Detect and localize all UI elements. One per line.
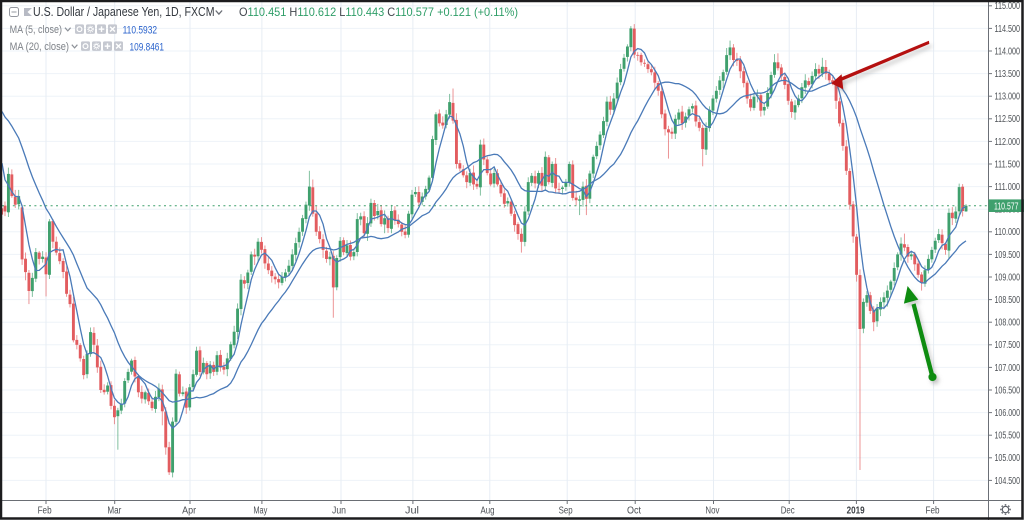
svg-text:104.500: 104.500 [995, 476, 1021, 487]
svg-text:110.577: 110.577 [994, 201, 1019, 212]
svg-text:105.000: 105.000 [995, 453, 1021, 464]
svg-text:114.000: 114.000 [995, 46, 1021, 57]
svg-text:Sep: Sep [559, 506, 573, 517]
svg-text:Jun: Jun [332, 506, 346, 517]
svg-text:109.8461: 109.8461 [130, 41, 165, 53]
svg-text:110.000: 110.000 [995, 227, 1021, 238]
svg-text:Mar: Mar [107, 506, 122, 517]
svg-text:113.000: 113.000 [995, 92, 1021, 103]
svg-text:Jul: Jul [405, 506, 419, 517]
svg-text:Nov: Nov [705, 506, 719, 517]
svg-text:MA (20, close): MA (20, close) [10, 41, 69, 53]
svg-text:113.500: 113.500 [995, 69, 1021, 80]
svg-text:Aug: Aug [481, 506, 495, 517]
svg-text:111.000: 111.000 [995, 182, 1021, 193]
svg-text:Oct: Oct [627, 506, 641, 517]
svg-text:109.500: 109.500 [995, 250, 1021, 261]
svg-text:108.500: 108.500 [995, 295, 1021, 306]
svg-text:109.000: 109.000 [995, 272, 1021, 283]
svg-text:106.500: 106.500 [995, 385, 1021, 396]
svg-text:May: May [253, 506, 267, 517]
svg-text:Apr: Apr [182, 506, 197, 517]
svg-text:107.500: 107.500 [995, 340, 1021, 351]
svg-text:112.000: 112.000 [995, 137, 1021, 148]
svg-text:108.000: 108.000 [995, 318, 1021, 329]
svg-text:114.500: 114.500 [995, 24, 1021, 35]
svg-text:105.500: 105.500 [995, 431, 1021, 442]
svg-text:2019: 2019 [847, 506, 865, 517]
svg-text:Feb: Feb [926, 506, 940, 517]
svg-text:112.500: 112.500 [995, 114, 1021, 125]
svg-text:U.S. Dollar / Japanese Yen, 1D: U.S. Dollar / Japanese Yen, 1D, FXCM [33, 4, 215, 19]
svg-text:MA (5, close): MA (5, close) [10, 24, 62, 36]
svg-text:110.5932: 110.5932 [123, 24, 158, 36]
svg-text:Dec: Dec [781, 506, 795, 517]
svg-text:O110.451 H110.612 L110.443 C11: O110.451 H110.612 L110.443 C110.577 +0.1… [239, 5, 518, 19]
svg-text:115.000: 115.000 [995, 1, 1021, 12]
svg-text:107.000: 107.000 [995, 363, 1021, 374]
svg-text:111.500: 111.500 [995, 159, 1021, 170]
svg-text:106.000: 106.000 [995, 408, 1021, 419]
svg-text:Feb: Feb [38, 506, 52, 517]
